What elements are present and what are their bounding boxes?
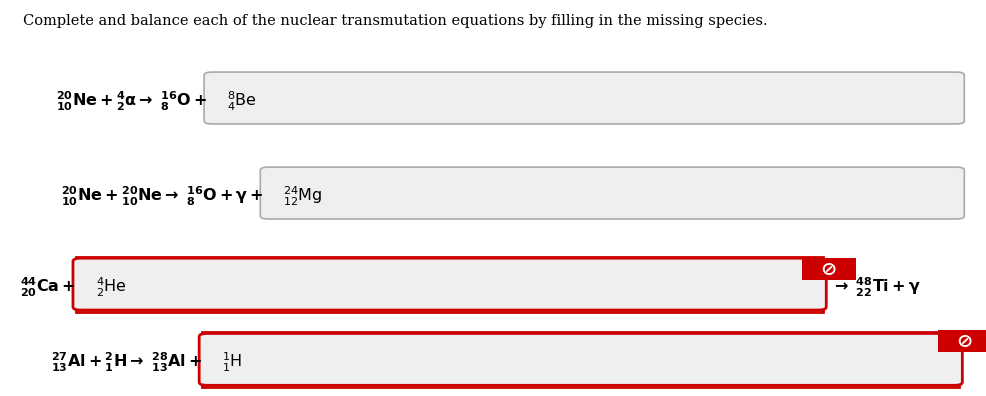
Text: ⊘: ⊘ bbox=[820, 260, 837, 279]
Text: ⊘: ⊘ bbox=[956, 332, 973, 351]
Bar bbox=[202, 332, 959, 387]
Text: $^{4}_{2}\mathrm{He}$: $^{4}_{2}\mathrm{He}$ bbox=[96, 276, 126, 299]
FancyBboxPatch shape bbox=[73, 258, 826, 310]
Text: $^{8}_{4}\mathrm{Be}$: $^{8}_{4}\mathrm{Be}$ bbox=[227, 89, 256, 112]
Bar bbox=[802, 259, 856, 280]
Bar bbox=[938, 330, 986, 352]
FancyBboxPatch shape bbox=[199, 333, 962, 385]
Text: $\mathbf{^{20}_{10}Ne + ^{20}_{10}Ne \rightarrow\ ^{16}_{8}O + \gamma+}$: $\mathbf{^{20}_{10}Ne + ^{20}_{10}Ne \ri… bbox=[61, 185, 263, 208]
Bar bbox=[76, 257, 823, 312]
Text: $\mathbf{^{27}_{13}Al + ^{2}_{1}H \rightarrow\ ^{28}_{13}Al+}$: $\mathbf{^{27}_{13}Al + ^{2}_{1}H \right… bbox=[51, 351, 202, 374]
FancyBboxPatch shape bbox=[260, 167, 964, 219]
Text: $\mathbf{\rightarrow\ ^{48}_{22}Ti + \gamma}$: $\mathbf{\rightarrow\ ^{48}_{22}Ti + \ga… bbox=[831, 276, 921, 299]
Text: $^{1}_{1}\mathrm{H}$: $^{1}_{1}\mathrm{H}$ bbox=[222, 351, 243, 374]
Text: Complete and balance each of the nuclear transmutation equations by filling in t: Complete and balance each of the nuclear… bbox=[23, 14, 767, 28]
Text: $\mathbf{^{20}_{10}Ne + ^{4}_{2}\alpha \rightarrow\ ^{16}_{8}O+}$: $\mathbf{^{20}_{10}Ne + ^{4}_{2}\alpha \… bbox=[56, 89, 207, 112]
Text: $\mathbf{^{44}_{20}Ca+}$: $\mathbf{^{44}_{20}Ca+}$ bbox=[21, 276, 76, 299]
FancyBboxPatch shape bbox=[204, 72, 964, 124]
Text: $^{24}_{12}\mathrm{Mg}$: $^{24}_{12}\mathrm{Mg}$ bbox=[283, 185, 322, 208]
